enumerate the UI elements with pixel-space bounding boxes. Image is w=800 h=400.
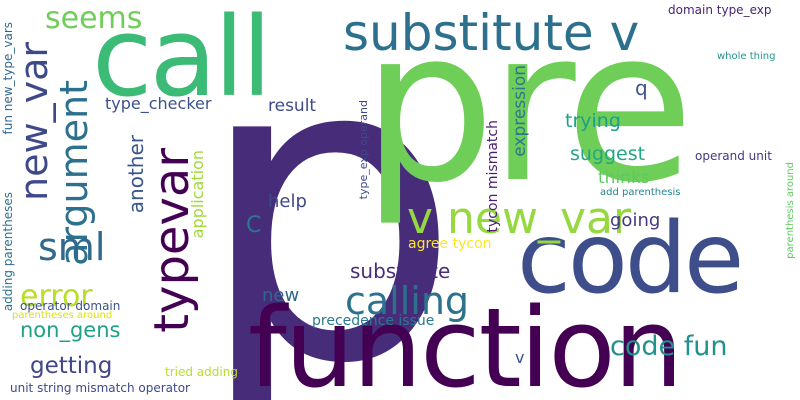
word-trying: trying bbox=[565, 110, 621, 132]
word-another: another bbox=[124, 135, 148, 214]
word-precedence-issue: precedence issue bbox=[312, 313, 435, 329]
word-v-new-var: v new_var bbox=[407, 193, 632, 244]
word-expression: expression bbox=[510, 65, 530, 157]
word-code: code bbox=[517, 202, 744, 316]
word-new-var-vertical: new_var bbox=[12, 42, 56, 201]
word-application: application bbox=[188, 150, 207, 239]
word-v: v bbox=[515, 348, 525, 367]
word-result: result bbox=[268, 96, 317, 116]
word-domain-type-exp: domain type_exp bbox=[668, 3, 772, 17]
word-code-fun: code fun bbox=[610, 331, 728, 362]
word-tried-adding: tried adding bbox=[165, 365, 238, 379]
word-fun-new-type-vars: fun new_type_vars bbox=[1, 22, 15, 135]
word-unit-string-mismatch-operator: unit string mismatch operator bbox=[10, 381, 190, 395]
word-type-checker: type_checker bbox=[105, 94, 212, 113]
word-suggest: suggest bbox=[570, 143, 646, 165]
word-non-gens: non_gens bbox=[20, 318, 121, 342]
word-getting: getting bbox=[30, 353, 113, 379]
word-new: new bbox=[262, 285, 300, 306]
word-agree-tycon: agree tycon bbox=[408, 236, 492, 252]
word-help: help bbox=[268, 191, 307, 212]
word-call: call bbox=[92, 0, 272, 121]
word-operand-unit: operand unit bbox=[695, 149, 772, 163]
word-substitute-v: substitute v bbox=[343, 4, 640, 62]
word-parentheses-around: parentheses around bbox=[12, 310, 113, 321]
word-pre: pre bbox=[362, 0, 694, 229]
word-going: going bbox=[610, 210, 661, 231]
word-error: error bbox=[20, 279, 93, 314]
word-thinks: thinks bbox=[598, 168, 650, 188]
word-type-exp-operand: type_exp operand bbox=[357, 100, 370, 200]
word-tycon-mismatch: tycon mismatch bbox=[485, 120, 501, 233]
word-operator-domain: operator domain bbox=[20, 299, 121, 313]
word-function: function bbox=[248, 284, 683, 400]
word-substitute: substitute bbox=[350, 259, 451, 283]
word-whole-thing: whole thing bbox=[717, 51, 776, 62]
word-calling: calling bbox=[345, 279, 470, 323]
word-parenthesis-around: parenthesis around bbox=[785, 162, 796, 259]
word-sml: sml bbox=[38, 225, 106, 269]
word-q: q bbox=[635, 76, 648, 100]
word-c: C bbox=[246, 213, 262, 238]
word-p: p bbox=[195, 0, 462, 400]
word-seems: seems bbox=[45, 1, 143, 36]
word-adding-parentheses: adding parentheses bbox=[1, 192, 15, 312]
word-add-parenthesis: add parenthesis bbox=[600, 187, 681, 198]
